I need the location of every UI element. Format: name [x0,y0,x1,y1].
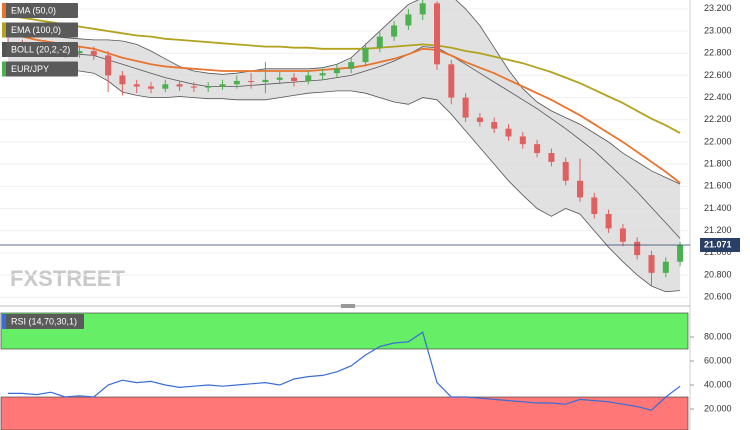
candle-body [176,84,183,87]
ema-line [7,14,681,134]
y-tick-label: 21.000 [704,247,732,257]
candle-body [90,51,97,56]
y-tick-label: 21.800 [704,159,732,169]
candle-body [534,144,541,154]
candle-body [491,122,498,129]
candle-body [562,161,569,181]
legend-swatch [2,42,6,57]
candle-body [448,64,455,98]
candle-body [348,62,355,69]
oversold-zone [0,396,689,430]
y-tick-label: 22.400 [704,92,732,102]
candle-body [276,77,283,80]
ema-line [7,32,681,184]
watermark: FXSTREET [10,266,125,291]
legend-label: EMA (100,0) [11,25,61,35]
legend-swatch [2,22,6,38]
candle-body [648,255,655,273]
y-tick-label: 21.400 [704,203,732,213]
candle-body [376,36,383,48]
overbought-zone [0,312,689,350]
candle-body [362,47,369,63]
y-tick-label: 22.000 [704,136,732,146]
candle-body [505,128,512,137]
legend-label: EUR/JPY [11,64,49,74]
candle-body [319,73,326,76]
legend-box [2,3,78,18]
legend-swatch [2,61,6,77]
candle-body [233,80,240,85]
candle-body [591,197,598,215]
legend-box [2,314,84,329]
candle-body [476,117,483,122]
candle-body [119,75,126,85]
candle-body [605,214,612,229]
candle-body [291,77,297,81]
candle-body [305,75,312,81]
legend-label: BOLL (20,2,-2) [11,44,70,54]
candle-body [662,261,669,273]
y-tick-label: 21.600 [704,181,732,191]
candle-body [205,86,212,88]
candle-body [76,51,83,54]
candle-body [419,3,426,15]
legend-label: EMA (50,0) [11,5,56,15]
y-tick-label: 40.000 [704,379,732,389]
candle-body [519,136,526,145]
band-lower [7,66,681,293]
y-tick-label: 22.600 [704,70,732,80]
candle-body [133,84,140,87]
candle-body [248,80,255,83]
y-tick-label: 23.000 [704,25,732,35]
panel-title: RSI (14,70,30,1) [11,316,77,326]
band-fill [8,0,681,292]
legend-swatch [2,314,6,329]
candle-body [462,97,469,118]
candle-body [190,86,197,88]
candle-body [577,180,583,198]
y-tick-label: 20.600 [704,292,732,302]
candle-body [619,228,626,242]
candle-body [262,79,269,83]
last-price-box [700,237,740,252]
legend-box [2,22,78,38]
candle-body [162,84,169,89]
candle-body [634,241,641,256]
y-tick-label: 22.800 [704,48,732,58]
legend-box [2,42,78,57]
y-tick-label: 23.200 [704,3,732,13]
last-price-label: 21.071 [704,239,732,249]
candle-body [105,55,112,76]
rsi-line [8,331,681,411]
candle-body [677,245,684,262]
resize-handle[interactable] [341,304,355,308]
y-tick-label: 22.200 [704,114,732,124]
candle-body [405,14,412,26]
y-tick-label: 60.000 [704,355,732,365]
y-tick-label: 20.800 [704,269,732,279]
candle-body [434,3,440,65]
y-tick-label: 80.000 [704,331,732,341]
candle-body [391,25,398,37]
candle-body [219,84,226,87]
candle-body [333,68,340,74]
y-tick-label: 21.200 [704,225,732,235]
y-tick-label: 20.000 [704,403,732,413]
candle-body [548,153,555,162]
legend-swatch [2,3,6,18]
candle-body [148,86,154,89]
band-upper [7,0,681,185]
band-middle [7,46,681,239]
legend-box [2,61,78,77]
